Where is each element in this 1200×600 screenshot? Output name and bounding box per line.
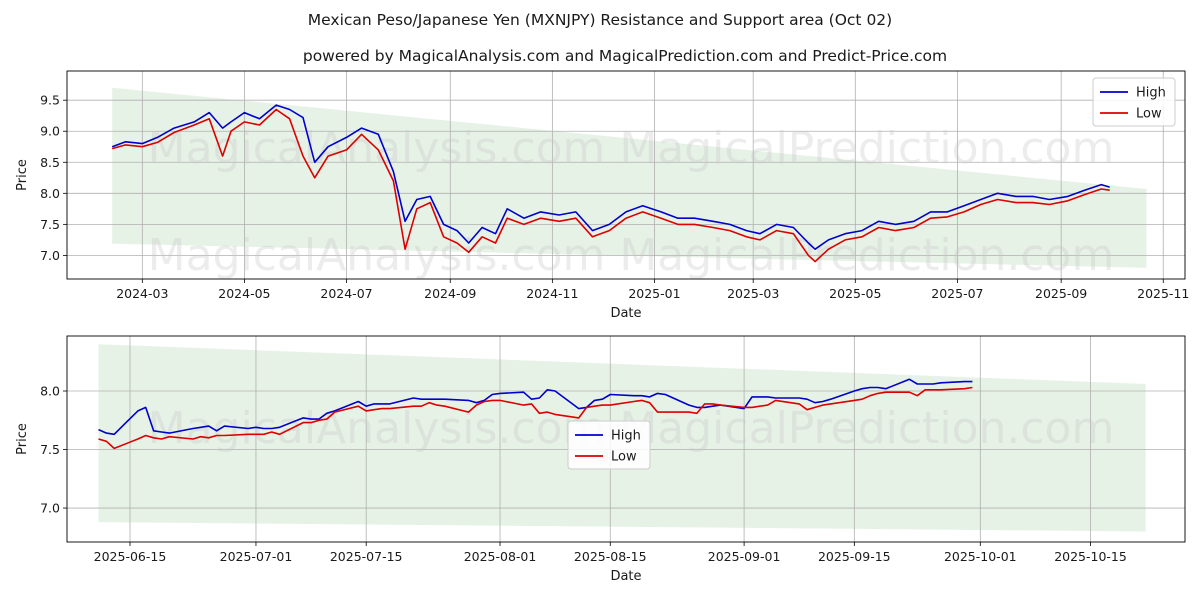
y-axis-label: Price (15, 423, 30, 455)
y-tick-label: 7.5 (40, 217, 60, 232)
x-tick-label: 2024-09 (424, 286, 476, 301)
x-tick-label: 2025-10-15 (1054, 549, 1127, 564)
x-tick-label: 2025-08-01 (464, 549, 537, 564)
y-tick-label: 9.5 (40, 93, 60, 108)
x-tick-label: 2025-05 (829, 286, 881, 301)
plot-frame (66, 70, 1186, 280)
x-tick-label: 2024-07 (320, 286, 372, 301)
x-tick-label: 2025-08-15 (574, 549, 647, 564)
x-axis-label: Date (610, 306, 641, 321)
chart-subtitle: powered by MagicalAnalysis.com and Magic… (303, 47, 947, 65)
plot-frame (66, 335, 1186, 543)
y-tick-label: 8.0 (40, 186, 60, 201)
y-tick-label: 8.5 (40, 155, 60, 170)
x-tick-label: 2025-07-01 (220, 549, 293, 564)
legend-label-low: Low (611, 450, 637, 465)
series-line-low (98, 386, 973, 450)
bottom-chart: 2025-06-15 2025-07-01 2025-07-15 2025-08-01… (15, 335, 1186, 584)
x-tick-label: 2025-09-01 (708, 549, 781, 564)
x-tick-label: 2024-03 (116, 286, 168, 301)
series-line-high (111, 104, 1110, 250)
x-tick-label: 2025-01 (628, 286, 680, 301)
x-tick-label: 2025-11 (1137, 286, 1189, 301)
series-line-high (98, 378, 973, 436)
x-tick-label: 2025-09-15 (818, 549, 891, 564)
series-line-low (111, 108, 1110, 263)
legend-label-high: High (1136, 86, 1166, 101)
watermark: MagicalAnalysis.com MagicalPrediction.co… (148, 123, 1115, 174)
x-tick-label: 2024-05 (218, 286, 270, 301)
x-tick-label: 2025-06-15 (94, 549, 167, 564)
x-tick-label: 2025-09 (1035, 286, 1087, 301)
legend-label-high: High (611, 429, 641, 444)
x-axis-label: Date (610, 569, 641, 584)
legend: High Low (567, 420, 651, 470)
y-tick-label: 7.5 (40, 442, 60, 457)
watermark: MagicalAnalysis.com MagicalPrediction.co… (148, 230, 1115, 281)
chart-title: Mexican Peso/Japanese Yen (MXNJPY) Resis… (308, 11, 892, 29)
x-tick-label: 2024-11 (526, 286, 578, 301)
y-axis-label: Price (15, 159, 30, 191)
y-tick-label: 7.0 (40, 248, 60, 263)
legend: High Low (1092, 77, 1176, 127)
x-tick-label: 2025-07 (931, 286, 983, 301)
y-tick-label: 7.0 (40, 501, 60, 516)
top-chart: 2024-03 2024-05 2024-07 2024-09 2024-11 2025-… (15, 70, 1189, 321)
y-tick-label: 8.0 (40, 384, 60, 399)
y-tick-label: 9.0 (40, 124, 60, 139)
x-tick-label: 2025-03 (727, 286, 779, 301)
x-tick-label: 2025-10-01 (944, 549, 1017, 564)
x-tick-label: 2025-07-15 (330, 549, 403, 564)
legend-label-low: Low (1136, 107, 1162, 122)
legend-box (1092, 77, 1176, 127)
legend-box (567, 420, 651, 470)
